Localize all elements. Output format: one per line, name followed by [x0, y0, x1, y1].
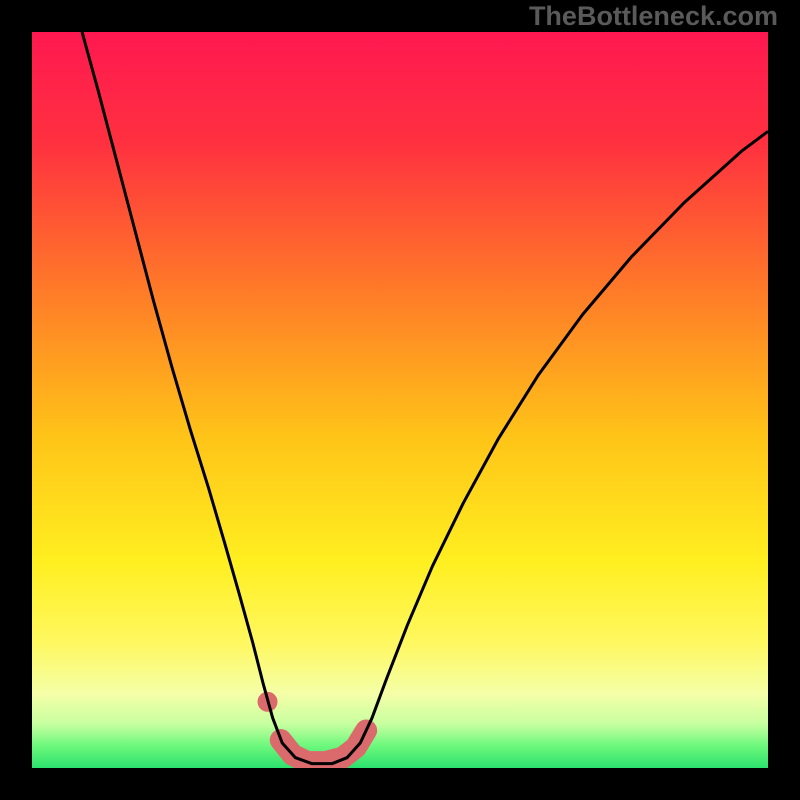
gradient-background — [32, 32, 768, 768]
watermark-text: TheBottleneck.com — [529, 1, 778, 32]
chart-svg — [32, 32, 768, 768]
plot-area — [32, 32, 768, 768]
